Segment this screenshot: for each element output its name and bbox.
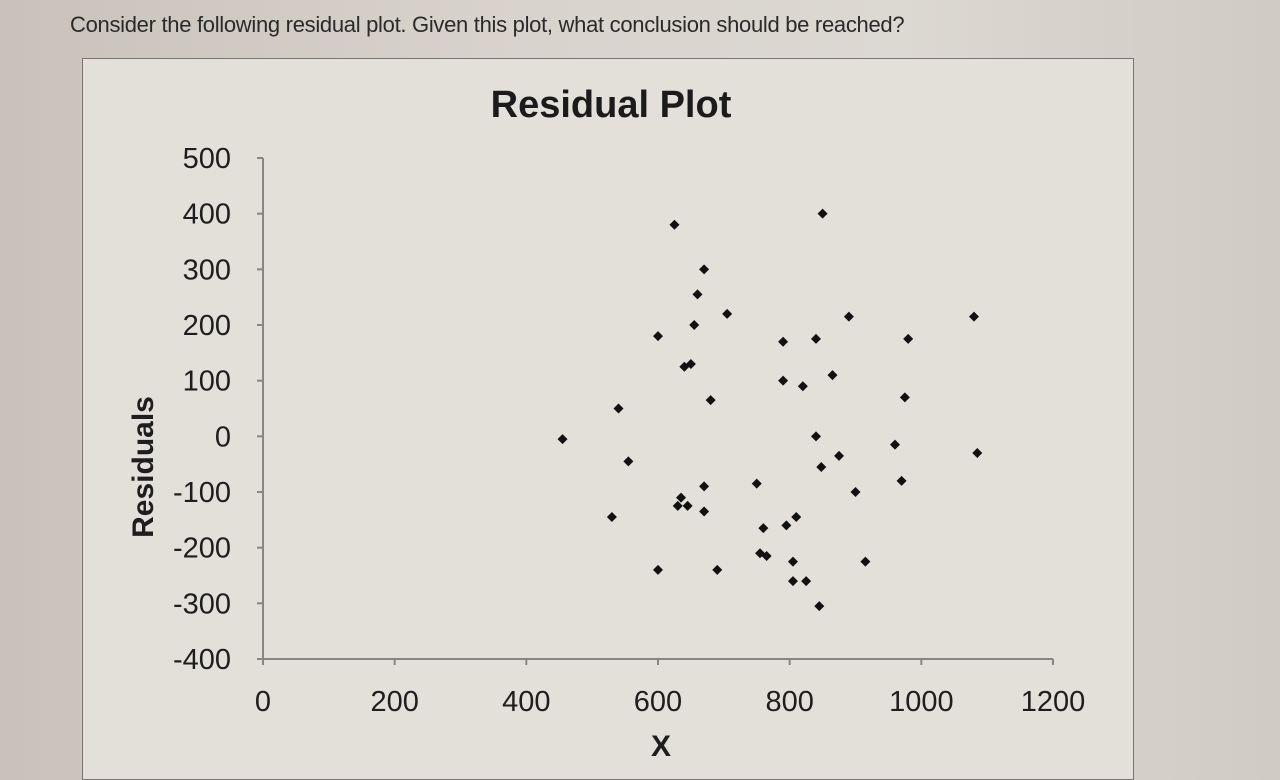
data-point [827,370,838,381]
data-point [860,556,871,567]
data-point [623,456,634,467]
data-point [699,264,710,275]
y-tick-label: 500 [183,143,231,175]
x-tick-label: 800 [765,686,813,718]
y-tick-label: 300 [183,254,231,286]
data-point [969,311,979,322]
data-point [834,450,845,461]
question-text: Consider the following residual plot. Gi… [70,12,905,37]
data-point [899,392,910,403]
x-tick-label: 600 [634,686,682,718]
data-point [676,492,687,503]
data-point [692,289,703,300]
data-point [890,439,900,450]
y-tick-label: -400 [173,644,231,676]
data-point [722,308,733,319]
data-point [653,331,663,342]
x-tick-label: 1000 [889,686,954,718]
axes [257,157,1054,665]
data-points [557,208,983,612]
y-tick-labels: 500 400 300 200 100 0 -100 -200 -300 -400 [173,143,231,676]
chart-title: Residual Plot [491,84,732,126]
x-tick-label: 0 [255,686,271,718]
x-axis-title: X [651,730,671,759]
data-point [787,556,798,567]
data-point [972,448,983,459]
y-tick-label: -200 [173,533,231,565]
data-point [791,512,802,523]
x-tick-labels: 0 200 400 600 800 1000 1200 [255,686,1085,718]
data-point [689,320,700,330]
data-point [811,333,821,344]
data-point [896,475,907,486]
data-point [606,512,617,523]
data-point [761,551,772,562]
data-point [814,601,825,612]
data-point [613,403,624,414]
data-point [843,311,854,322]
x-tick-label: 1200 [1021,686,1086,718]
y-tick-label: 100 [183,366,231,398]
data-point [699,481,710,492]
data-point [712,564,723,575]
data-point [653,564,663,575]
data-point [850,487,861,497]
chart-area: Residual Plot Residuals X 500 400 300 200 10… [82,58,1134,780]
y-tick-label: 0 [215,421,231,453]
data-point [787,576,798,587]
data-point [557,434,568,445]
data-point [758,523,769,534]
y-tick-label: 400 [183,199,231,231]
data-point [682,500,693,511]
x-tick-label: 400 [502,686,550,718]
data-point [816,461,827,472]
data-point [811,431,821,442]
data-point [751,478,762,489]
data-point [699,506,710,517]
data-point [685,358,696,369]
data-point [797,381,808,392]
y-tick-label: 200 [183,310,231,342]
data-point [778,336,789,347]
data-point [669,219,680,230]
residual-plot: Residual Plot Residuals X 500 400 300 200 10… [127,84,1085,759]
data-point [705,395,716,406]
data-point [817,208,828,219]
data-point [781,520,792,531]
y-tick-label: -300 [173,588,231,620]
data-point [778,375,789,386]
data-point [672,500,683,511]
data-point [801,576,812,587]
y-tick-label: -100 [173,477,231,509]
data-point [903,333,914,344]
x-tick-label: 200 [370,686,418,718]
y-axis-title: Residuals [127,396,160,538]
